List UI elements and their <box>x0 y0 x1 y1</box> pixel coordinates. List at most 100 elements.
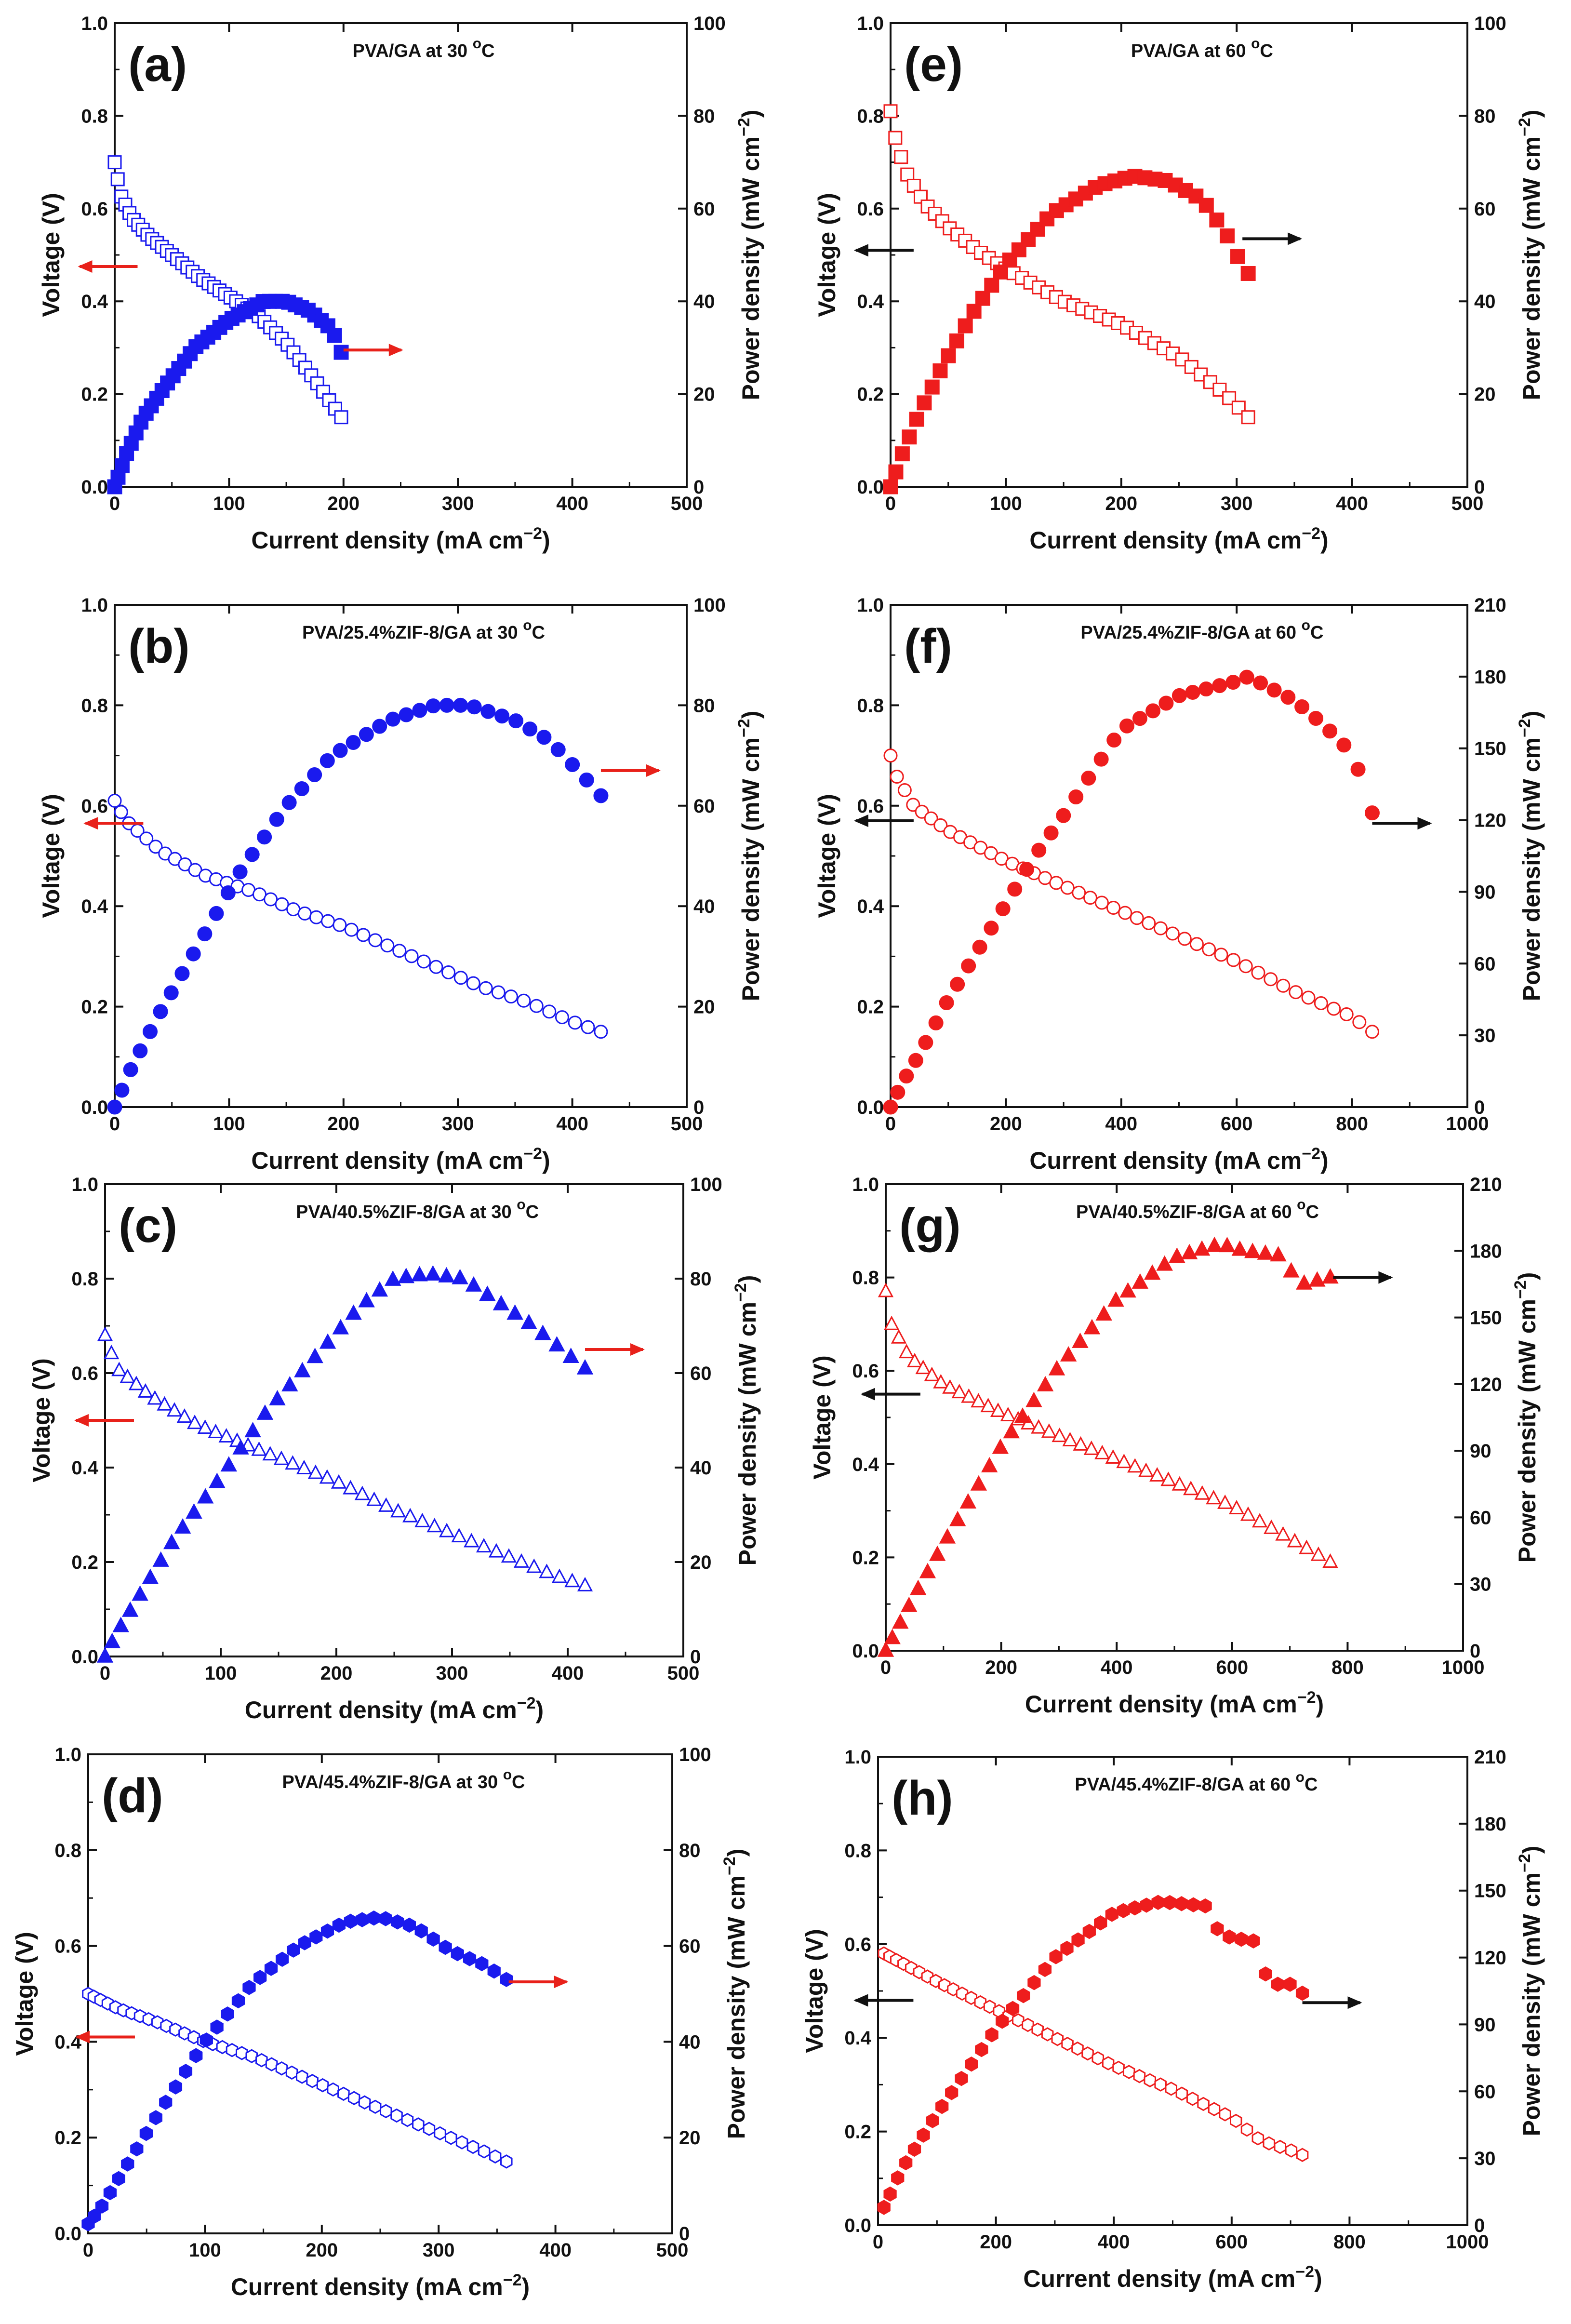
power-point <box>958 318 973 334</box>
x-tick-label: 0 <box>109 493 120 514</box>
voltage-point <box>900 167 915 182</box>
power-series-h <box>877 1895 1309 2215</box>
x-axis-title: Current density (mA cm−2) <box>1029 524 1328 554</box>
y2-tick-label: 60 <box>1470 1507 1491 1528</box>
voltage-point <box>906 1352 923 1367</box>
y2-axis-title: Power density (mW cm−2) <box>1511 1272 1541 1563</box>
power-point <box>522 721 538 737</box>
voltage-point <box>1071 2041 1084 2056</box>
x-tick-label: 800 <box>1331 1657 1364 1678</box>
x-axis-title: Current density (mA cm−2) <box>231 2271 530 2300</box>
power-point <box>307 767 322 783</box>
voltage-series-a <box>107 155 348 425</box>
y2-tick-label: 60 <box>693 199 715 220</box>
power-point <box>1038 1962 1052 1977</box>
voltage-point <box>1153 921 1168 935</box>
voltage-point <box>466 976 480 990</box>
power-point <box>121 2156 134 2172</box>
power-point <box>281 795 297 810</box>
panel-title-h: PVA/45.4%ZIF-8/GA at 60 oC <box>1075 1769 1318 1795</box>
y2-tick-label: 210 <box>1474 1747 1506 1768</box>
power-point <box>281 1376 298 1391</box>
power-axis-arrow-d <box>508 1976 569 1989</box>
y2-tick-label: 0 <box>693 1097 704 1118</box>
voltage-point <box>1251 2131 1265 2146</box>
power-series-f <box>883 669 1380 1115</box>
y-axis-title: Voltage (V) <box>28 1358 55 1482</box>
y-tick-label: 0.0 <box>844 2215 871 2236</box>
x-tick-label: 600 <box>1216 1657 1248 1678</box>
y-tick-label: 0.6 <box>857 796 884 817</box>
x-tick-label: 0 <box>100 1663 110 1684</box>
power-point <box>1219 1237 1236 1253</box>
power-point <box>306 1348 323 1363</box>
voltage-point <box>947 1982 959 1997</box>
power-point <box>966 304 982 319</box>
y-tick-label: 0.8 <box>857 106 884 127</box>
voltage-point <box>466 2139 479 2154</box>
y2-tick-label: 30 <box>1474 1025 1496 1046</box>
x-tick-label: 100 <box>213 493 245 514</box>
power-point <box>114 458 130 473</box>
x-tick-label: 0 <box>83 2240 93 2261</box>
voltage-point <box>542 1004 557 1019</box>
voltage-point <box>110 172 125 187</box>
x-tick-label: 400 <box>1105 1113 1137 1135</box>
voltage-point <box>513 1553 530 1568</box>
voltage-point <box>942 1379 958 1394</box>
power-point <box>1294 699 1310 714</box>
voltage-point <box>1160 1471 1176 1486</box>
voltage-point <box>111 1362 127 1376</box>
x-tick-label: 300 <box>423 2240 455 2261</box>
power-point <box>169 2079 183 2095</box>
power-point <box>1271 1977 1285 1992</box>
power-point <box>1093 751 1109 767</box>
y2-tick-label: 30 <box>1474 2148 1496 2169</box>
x-tick-label: 0 <box>885 1113 896 1135</box>
voltage-point <box>1172 1476 1187 1491</box>
power-point <box>992 1438 1009 1454</box>
power-point <box>1185 684 1200 700</box>
power-point <box>901 1596 918 1612</box>
power-point <box>883 1099 898 1115</box>
power-point <box>1350 761 1366 777</box>
voltage-point <box>883 748 898 763</box>
voltage-point <box>1116 1454 1132 1469</box>
power-point <box>1095 1305 1112 1321</box>
power-point <box>1140 1897 1153 1913</box>
power-point <box>104 1632 120 1648</box>
voltage-point <box>488 1543 505 1558</box>
y-axis-title: Voltage (V) <box>813 794 840 918</box>
voltage-point <box>306 2074 319 2088</box>
power-point <box>975 2042 988 2057</box>
voltage-point <box>1061 2036 1074 2051</box>
voltage-point <box>316 2078 329 2093</box>
voltage-point <box>120 1368 135 1383</box>
power-point <box>929 1545 946 1561</box>
power-point <box>1025 1391 1042 1407</box>
voltage-point <box>1083 1440 1099 1455</box>
voltage-point <box>307 1464 324 1479</box>
voltage-point <box>157 1396 173 1411</box>
y2-tick-label: 150 <box>1470 1308 1502 1329</box>
y2-tick-label: 210 <box>1470 1174 1502 1195</box>
voltage-point <box>555 1010 569 1025</box>
voltage-point <box>176 1408 193 1423</box>
power-point <box>269 1389 286 1405</box>
voltage-point <box>434 2126 446 2141</box>
voltage-point <box>390 1503 406 1518</box>
x-tick-label: 300 <box>442 493 474 514</box>
power-point <box>209 906 224 921</box>
voltage-point <box>526 1558 542 1573</box>
power-point <box>1056 808 1071 823</box>
power-point <box>487 1963 501 1979</box>
power-point <box>439 697 454 713</box>
y2-axis-title: Power density (mW cm−2) <box>735 110 764 401</box>
voltage-point <box>594 1025 608 1039</box>
panel-d: 0 100 200 300 400 500 0.0 0.2 0.4 0.6 0.8 1.0 0 20 40 6… <box>11 1744 750 2300</box>
power-point <box>1158 695 1174 711</box>
voltage-axis-arrow-f <box>853 815 914 828</box>
voltage-point <box>1094 895 1109 910</box>
voltage-point <box>296 1459 312 1474</box>
y2-tick-label: 150 <box>1474 1881 1506 1902</box>
